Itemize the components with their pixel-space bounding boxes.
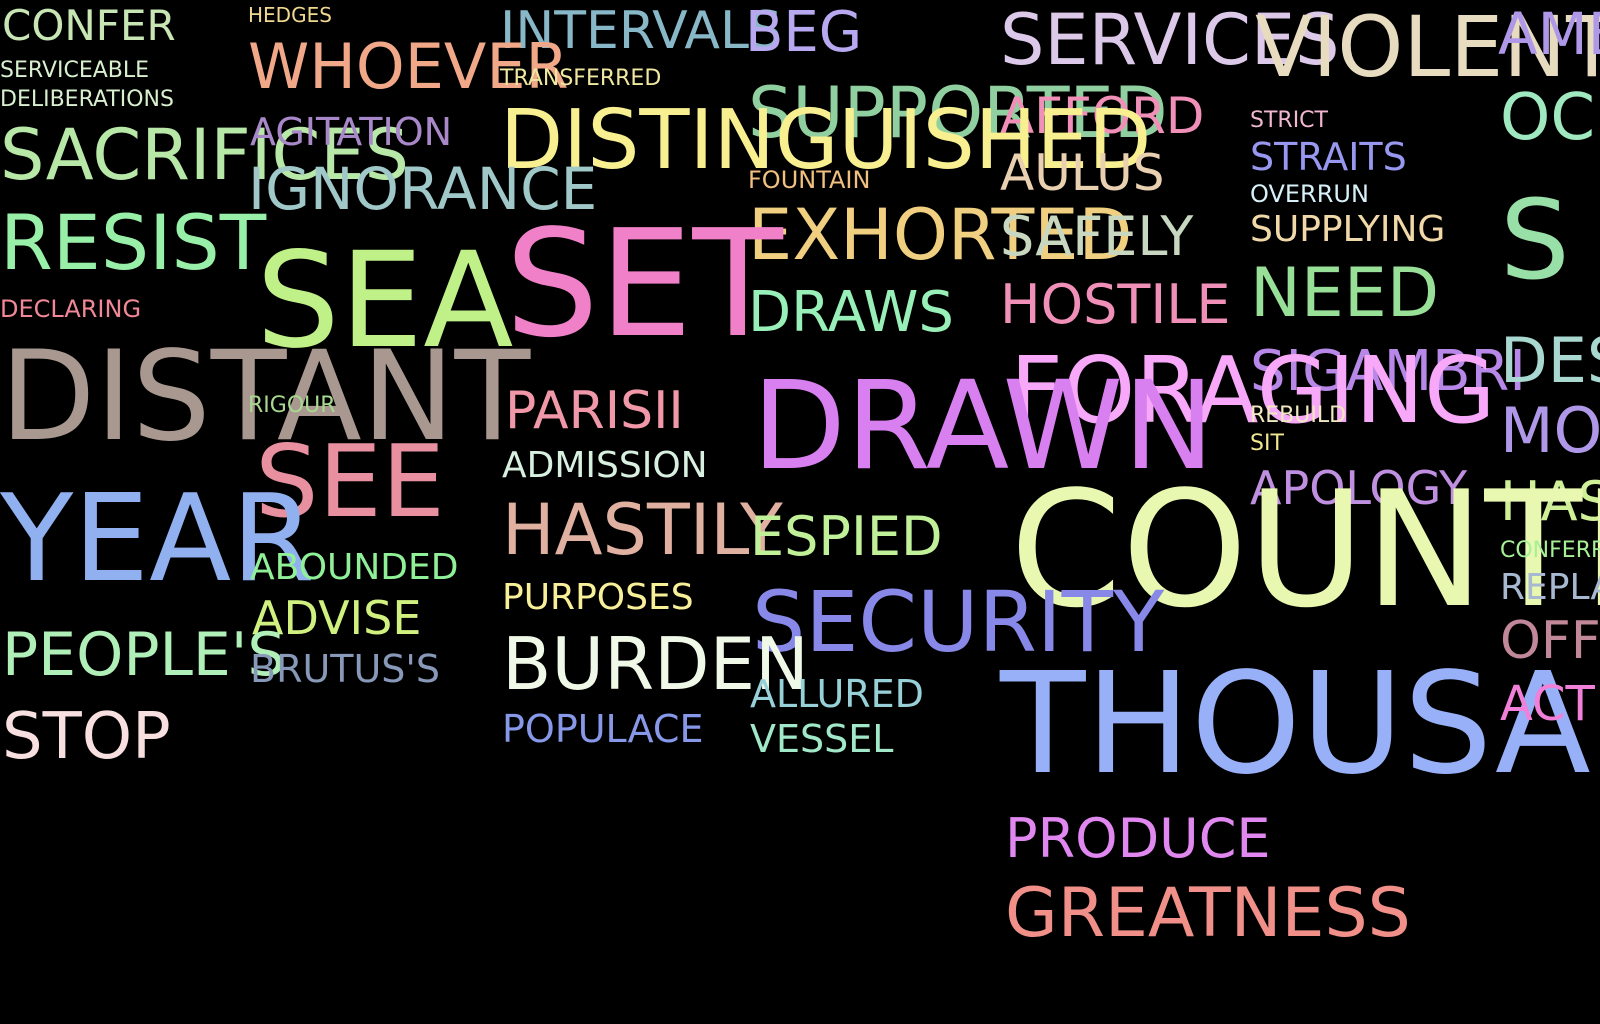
word: OFF (1500, 611, 1600, 671)
word: SET (505, 198, 783, 370)
word: AULUS (1000, 144, 1165, 202)
word: HAS (1500, 470, 1600, 533)
word: PRODUCE (1005, 807, 1271, 870)
word: HOSTILE (1000, 273, 1231, 336)
word: BRUTUS'S (250, 647, 440, 691)
word: BURDEN (502, 622, 809, 706)
word: DECLARING (0, 295, 142, 323)
word: SEA (256, 224, 514, 378)
word: RESIST (0, 198, 267, 287)
word: STRICT (1250, 108, 1328, 133)
word: INTERVALS (500, 1, 782, 61)
word: SIT (1250, 431, 1284, 456)
word: OVERRUN (1250, 180, 1369, 208)
word: IGNORANCE (248, 155, 598, 223)
word: AFFORD (1000, 87, 1205, 145)
word: MOU (1500, 394, 1600, 467)
word: SERVICES (1000, 0, 1340, 81)
word: OC (1500, 81, 1596, 155)
word: BEG (745, 0, 863, 65)
word: DISTANT (0, 325, 531, 469)
word: FOUNTAIN (748, 166, 871, 194)
word: SECURITY (752, 573, 1165, 671)
word: AGITATION (250, 110, 453, 154)
word: ALLURED (750, 672, 924, 716)
word: ABOUNDED (250, 547, 459, 588)
word: ESPIED (750, 505, 943, 568)
word: VESSEL (750, 717, 894, 761)
word: PEOPLE'S (2, 620, 286, 690)
word: CONFERR (1500, 538, 1600, 563)
word: WHOEVER (248, 30, 569, 103)
word: TRANSFERRED (500, 66, 662, 91)
word: PARISII (505, 381, 684, 441)
word: GREATNESS (1005, 874, 1411, 953)
word: DRAWN (752, 355, 1215, 497)
word: HASTILY (502, 489, 783, 571)
word: SUPPLYING (1250, 209, 1446, 250)
word: STOP (2, 700, 171, 774)
word: THOUSAND (1000, 643, 1600, 806)
word: SUPPORTED (748, 72, 1168, 154)
word: HEDGES (248, 3, 332, 27)
word: S (1500, 176, 1570, 304)
word: SIGAMBRI (1250, 339, 1526, 404)
word: PURPOSES (502, 577, 694, 618)
word: CONFER (2, 1, 176, 50)
word: NEED (1250, 254, 1440, 333)
word: POPULACE (502, 707, 704, 751)
word: APOLOGY (1250, 461, 1468, 515)
word: ADVISE (252, 591, 422, 645)
word: DRAWS (748, 280, 954, 345)
word: SAFELY (1000, 205, 1194, 268)
word: DISTINGUISHED (500, 93, 1152, 188)
word: SEE (255, 423, 445, 540)
word: REBUILD (1250, 403, 1347, 428)
word: SERVICEABLE (0, 58, 150, 83)
word: RIGOUR (248, 393, 336, 418)
word: AMB (1498, 0, 1600, 68)
word: DES (1500, 324, 1600, 397)
word: REPLA (1500, 567, 1600, 608)
word: ACT (1500, 676, 1595, 732)
word: EXHORTED (748, 194, 1133, 276)
word: ADMISSION (502, 445, 708, 486)
word: VIOLENT (1255, 0, 1600, 96)
word: COUNTRY (1010, 456, 1600, 643)
word: STRAITS (1250, 135, 1407, 179)
word: DELIBERATIONS (0, 87, 174, 112)
word: SACRIFICES (0, 114, 409, 196)
word: FORAGING (1010, 337, 1496, 444)
word: YEAR (0, 470, 315, 609)
